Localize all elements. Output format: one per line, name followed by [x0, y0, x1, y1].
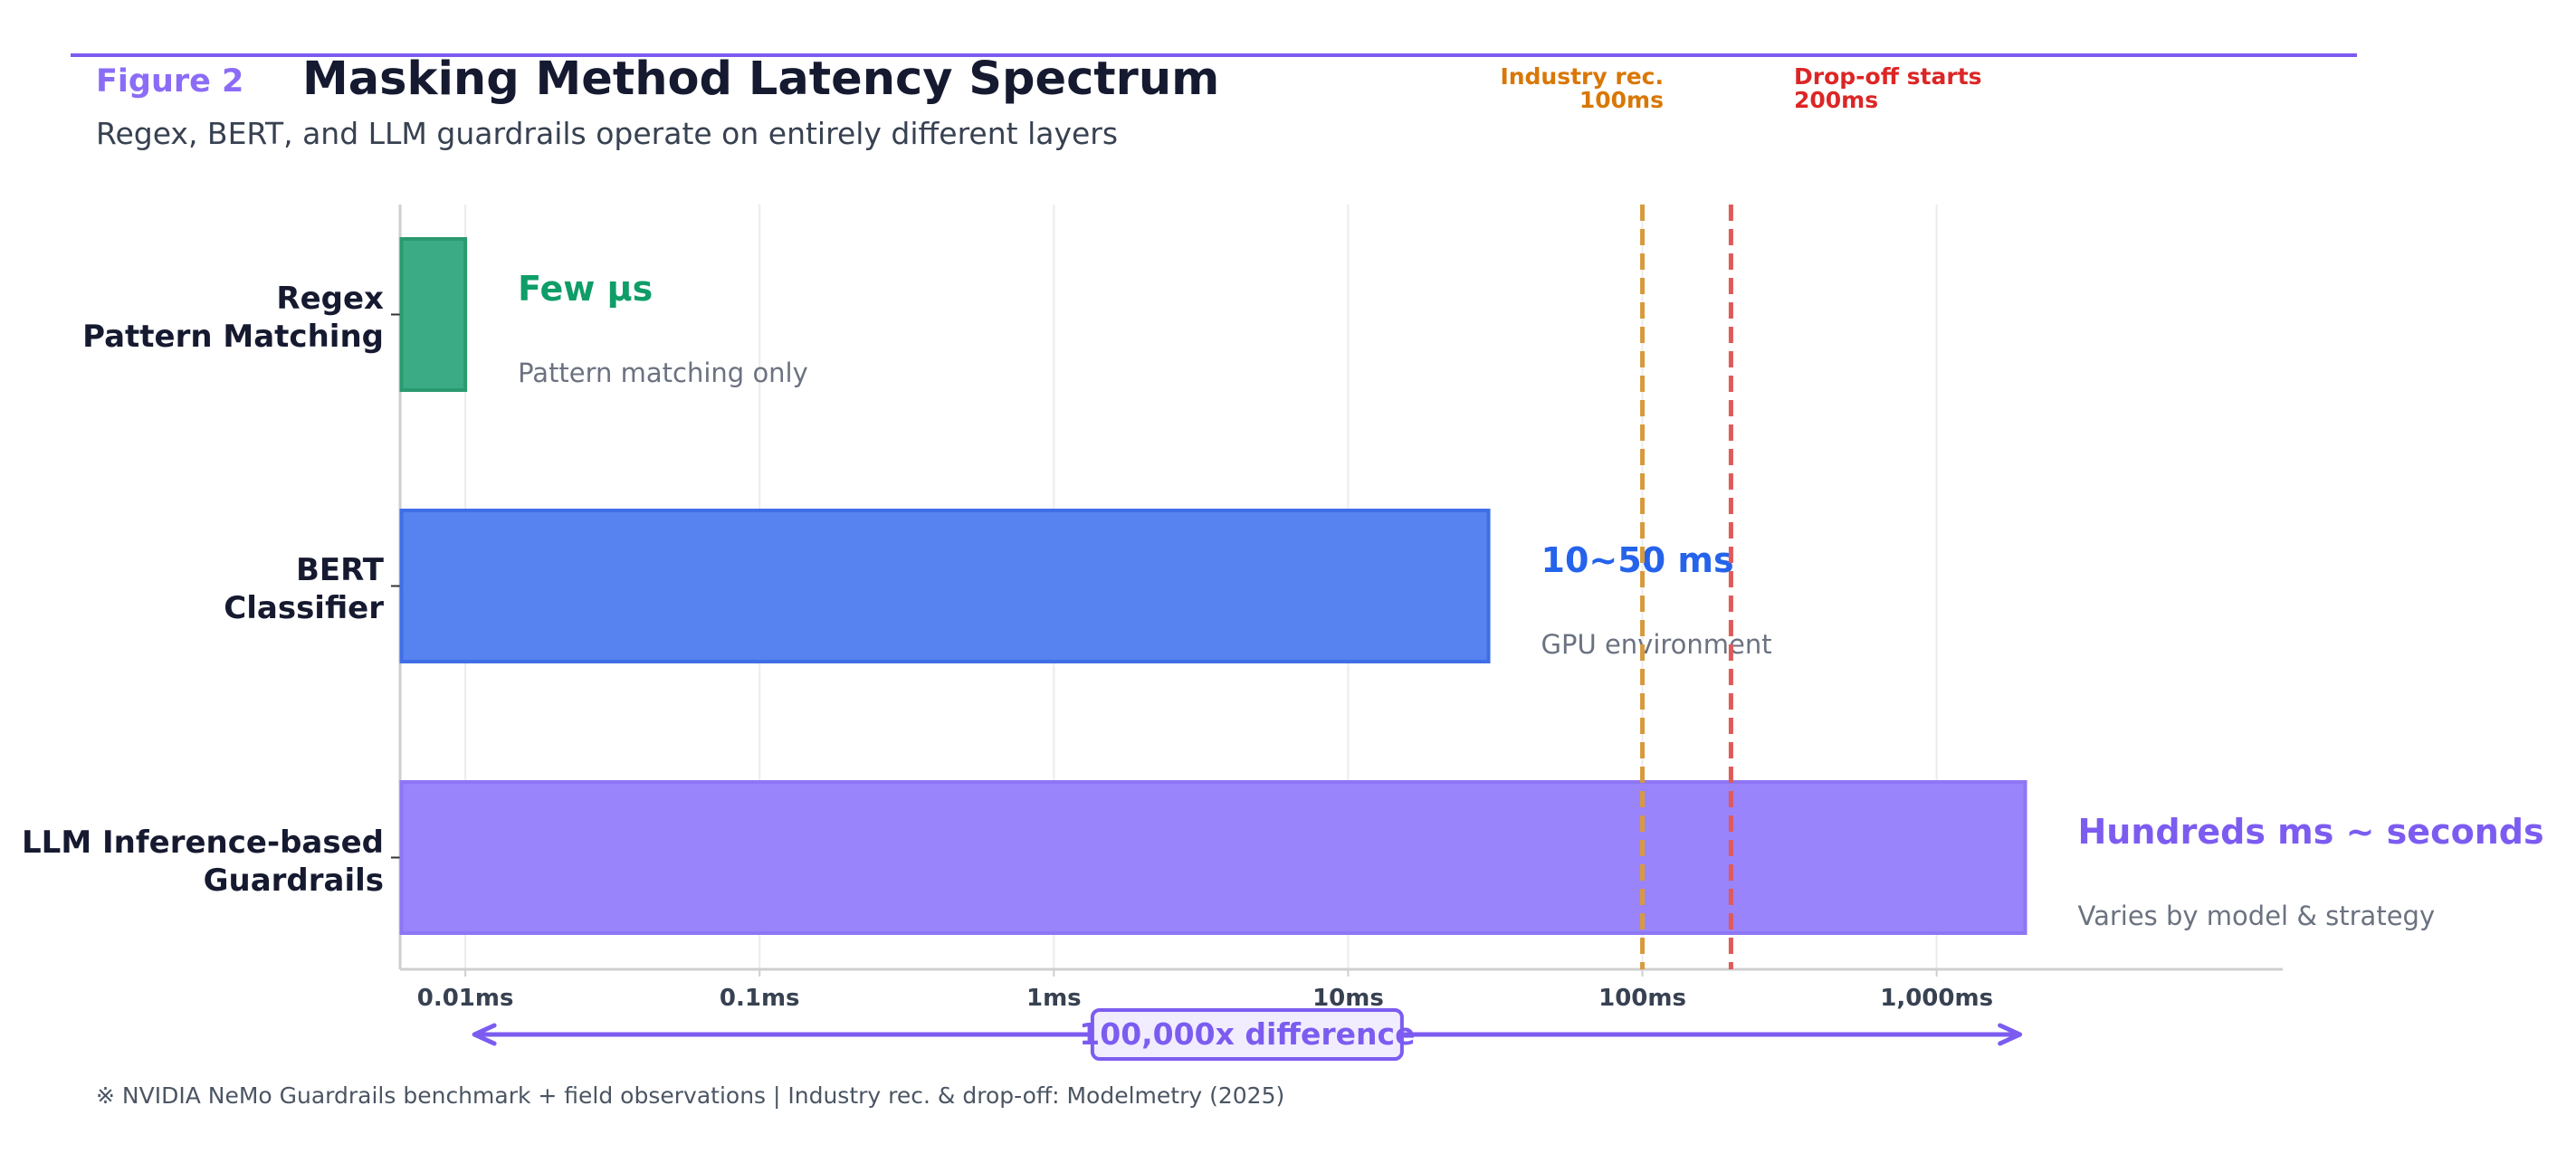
category-label-llm-line2: Guardrails: [203, 863, 384, 899]
category-label-bert-line2: Classifier: [224, 590, 384, 626]
bar-llm: [399, 780, 2027, 935]
category-label-regex: Regex Pattern Matching: [82, 280, 384, 356]
x-tick-label-1ms: 1ms: [1026, 985, 1082, 1012]
category-label-regex-line2: Pattern Matching: [82, 319, 384, 355]
x-tick-label-0-01ms: 0.01ms: [417, 985, 514, 1012]
category-label-regex-line1: Regex: [276, 281, 384, 317]
category-label-bert-line1: BERT: [296, 552, 384, 588]
span-arrowhead-left: [472, 1023, 497, 1046]
reference-label-dropoff-line1: Drop-off starts: [1794, 63, 1982, 90]
category-label-llm-line1: LLM Inference-based: [22, 825, 384, 861]
span-label: 100,000x difference: [1079, 1016, 1415, 1052]
x-tick-label-1-000ms: 1,000ms: [1880, 985, 1993, 1012]
reference-label-industry: Industry rec. 100ms: [1500, 65, 1664, 112]
span-label-box: [1090, 1008, 1404, 1061]
bar-note-bert: GPU environment: [1541, 629, 1772, 660]
span-arrowhead-right: [1998, 1023, 2023, 1046]
bar-note-regex: Pattern matching only: [518, 357, 808, 388]
x-tick-label-100ms: 100ms: [1598, 985, 1686, 1012]
reference-label-industry-line2: 100ms: [1579, 87, 1664, 113]
top-rule: [71, 53, 2357, 57]
reference-label-dropoff-line2: 200ms: [1794, 87, 1879, 113]
chart-title: Masking Method Latency Spectrum: [302, 52, 1220, 106]
x-tick-label-10ms: 10ms: [1312, 985, 1384, 1012]
chart-subtitle: Regex, BERT, and LLM guardrails operate …: [96, 116, 1119, 151]
x-tick-label-0-1ms: 0.1ms: [720, 985, 800, 1012]
bar-value-label-bert: 10~50 ms: [1541, 540, 1734, 580]
bar-regex: [399, 237, 468, 392]
category-label-bert: BERT Classifier: [224, 551, 384, 627]
figure-label: Figure 2: [96, 63, 244, 100]
bar-value-label-regex: Few μs: [518, 269, 653, 309]
category-label-llm: LLM Inference-based Guardrails: [22, 824, 384, 900]
reference-label-dropoff: Drop-off starts 200ms: [1794, 65, 1982, 112]
reference-label-industry-line1: Industry rec.: [1500, 63, 1664, 90]
bar-value-label-llm: Hundreds ms ~ seconds: [2078, 812, 2544, 852]
bar-note-llm: Varies by model & strategy: [2078, 901, 2436, 931]
bar-bert: [399, 509, 1491, 663]
footnote: ※ NVIDIA NeMo Guardrails benchmark + fie…: [96, 1082, 1285, 1109]
